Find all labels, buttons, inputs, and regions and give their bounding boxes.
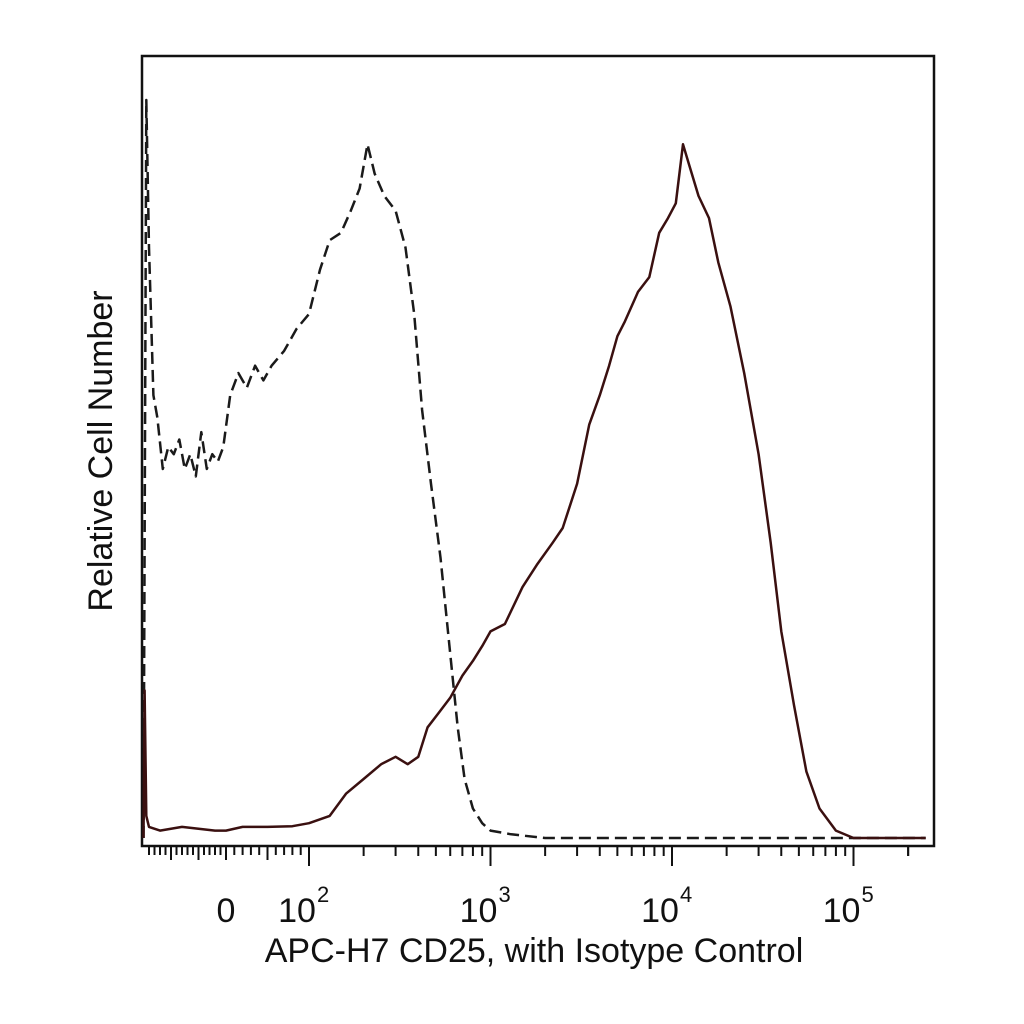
- x-tick-label: 10: [278, 892, 316, 930]
- series-layer: [142, 98, 926, 840]
- y-axis-title: Relative Cell Number: [82, 290, 120, 611]
- x-tick-label: 0: [217, 892, 236, 930]
- x-axis-title: APC-H7 CD25, with Isotype Control: [265, 932, 804, 970]
- x-tick-label-exponent: 5: [862, 882, 874, 907]
- histogram-series-1-dashed: [142, 98, 926, 840]
- x-tick-label-exponent: 2: [317, 882, 329, 907]
- histogram-series-2-solid: [142, 143, 926, 840]
- x-tick-label-exponent: 3: [499, 882, 511, 907]
- x-tick-label: 10: [460, 892, 498, 930]
- x-tick-label: 10: [823, 892, 861, 930]
- plot-area-frame: [140, 54, 936, 848]
- x-axis-tick-labels: 0 10 2 10 3 10 4 10 5: [217, 882, 874, 930]
- x-tick-label: 10: [641, 892, 679, 930]
- x-axis-ticks: [148, 846, 910, 866]
- x-tick-label-exponent: 4: [680, 882, 692, 907]
